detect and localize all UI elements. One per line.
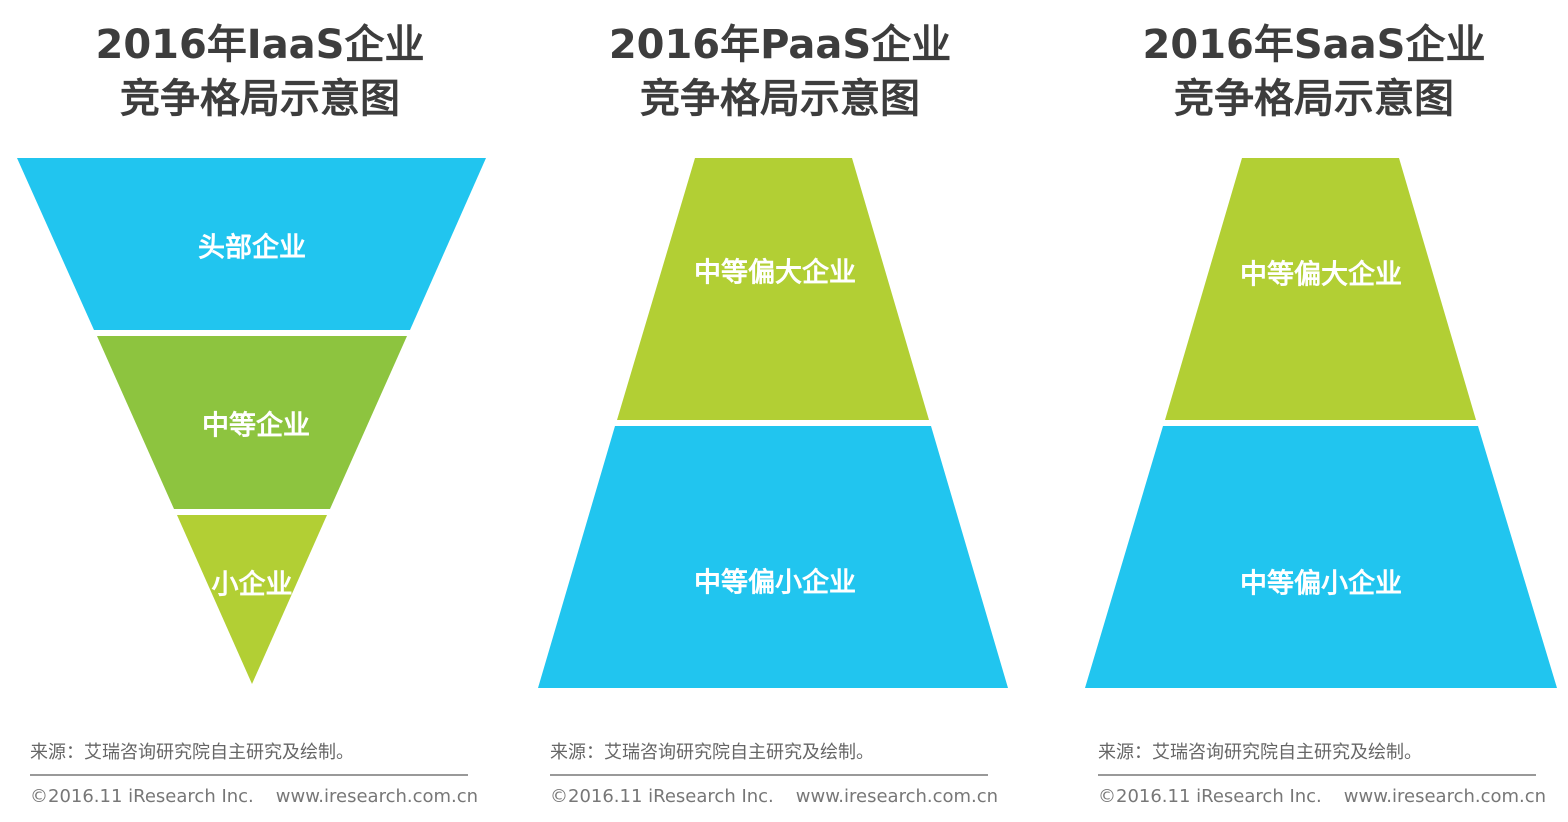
iaas-panel: 2016年IaaS企业 竞争格局示意图 头部企业 中等企业 小企业 来源：艾瑞咨… <box>0 0 520 822</box>
paas-segment-bottom <box>538 426 1008 688</box>
saas-footer: ©2016.11 iResearch Inc. www.iresearch.com… <box>1098 786 1546 807</box>
saas-label-top: 中等偏大企业 <box>1240 259 1402 291</box>
saas-divider <box>1098 774 1536 776</box>
saas-title: 2016年SaaS企业 竞争格局示意图 <box>1060 18 1568 126</box>
iaas-segment-top <box>17 158 486 330</box>
iaas-label-middle: 中等企业 <box>202 410 310 442</box>
saas-url[interactable]: www.iresearch.com.cn <box>1343 786 1547 807</box>
saas-segment-top <box>1165 158 1476 420</box>
iaas-footer: ©2016.11 iResearch Inc. www.iresearch.com… <box>30 786 478 807</box>
paas-divider <box>550 774 988 776</box>
saas-panel: 2016年SaaS企业 竞争格局示意图 中等偏大企业 中等偏小企业 来源：艾瑞咨… <box>1060 0 1568 822</box>
iaas-source: 来源：艾瑞咨询研究院自主研究及绘制。 <box>30 742 354 763</box>
saas-label-bottom: 中等偏小企业 <box>1240 568 1402 600</box>
paas-url[interactable]: www.iresearch.com.cn <box>795 786 999 807</box>
paas-pyramid <box>538 158 1008 688</box>
iaas-segment-bottom <box>177 515 327 684</box>
iaas-title-line1: 2016年IaaS企业 <box>95 22 425 68</box>
iaas-segment-middle <box>97 336 407 509</box>
saas-title-line2: 竞争格局示意图 <box>1174 76 1454 122</box>
iaas-label-top: 头部企业 <box>198 232 306 264</box>
paas-footer: ©2016.11 iResearch Inc. www.iresearch.com… <box>550 786 998 807</box>
saas-segment-bottom <box>1085 426 1557 688</box>
paas-segment-top <box>617 158 929 420</box>
paas-title-line2: 竞争格局示意图 <box>640 76 920 122</box>
paas-source: 来源：艾瑞咨询研究院自主研究及绘制。 <box>550 742 874 763</box>
paas-panel: 2016年PaaS企业 竞争格局示意图 中等偏大企业 中等偏小企业 来源：艾瑞咨… <box>520 0 1040 822</box>
iaas-url[interactable]: www.iresearch.com.cn <box>275 786 479 807</box>
paas-title: 2016年PaaS企业 竞争格局示意图 <box>520 18 1040 126</box>
saas-source: 来源：艾瑞咨询研究院自主研究及绘制。 <box>1098 742 1422 763</box>
iaas-copyright: ©2016.11 iResearch Inc. <box>30 786 254 807</box>
iaas-title-line2: 竞争格局示意图 <box>120 76 400 122</box>
iaas-divider <box>30 774 468 776</box>
paas-copyright: ©2016.11 iResearch Inc. <box>550 786 774 807</box>
paas-label-bottom: 中等偏小企业 <box>694 567 856 599</box>
paas-label-top: 中等偏大企业 <box>694 257 856 289</box>
iaas-label-bottom: 小企业 <box>211 569 293 601</box>
saas-pyramid <box>1085 158 1557 688</box>
paas-title-line1: 2016年PaaS企业 <box>608 22 952 68</box>
saas-copyright: ©2016.11 iResearch Inc. <box>1098 786 1322 807</box>
iaas-inverted-triangle <box>17 158 486 684</box>
iaas-title: 2016年IaaS企业 竞争格局示意图 <box>0 18 520 126</box>
saas-title-line1: 2016年SaaS企业 <box>1142 22 1486 68</box>
